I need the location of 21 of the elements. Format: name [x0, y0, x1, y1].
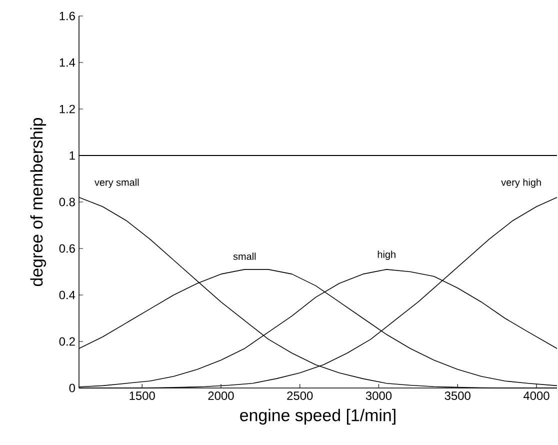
- y-tick-label: 1: [70, 151, 75, 160]
- y-tick-label: 1.4: [60, 58, 76, 67]
- x-tick-label: 4000: [523, 392, 550, 400]
- y-tick-label: 0: [69, 384, 76, 392]
- series-label: small: [233, 252, 256, 260]
- y-tick-label: 0.2: [59, 337, 75, 346]
- x-tick-label: 2500: [287, 392, 313, 400]
- y-tick-label: 0.6: [59, 244, 75, 253]
- x-tick-label: 2000: [208, 392, 234, 400]
- x-tick-label: 3500: [444, 392, 470, 400]
- y-tick-label: 0.4: [59, 290, 76, 300]
- y-tick-label: 0.8: [59, 198, 75, 206]
- x-axis-title: engine speed [1/min]: [240, 408, 396, 425]
- y-tick-label: 1.6: [60, 12, 75, 20]
- series-label: high: [378, 250, 396, 260]
- series-label: very small: [94, 178, 139, 188]
- y-tick-label: 1.2: [60, 104, 75, 114]
- series-label: very high: [501, 178, 541, 188]
- x-tick-label: 1500: [130, 392, 155, 400]
- x-tick-label: 3000: [366, 392, 392, 400]
- y-axis-title: degree of membership: [30, 118, 46, 286]
